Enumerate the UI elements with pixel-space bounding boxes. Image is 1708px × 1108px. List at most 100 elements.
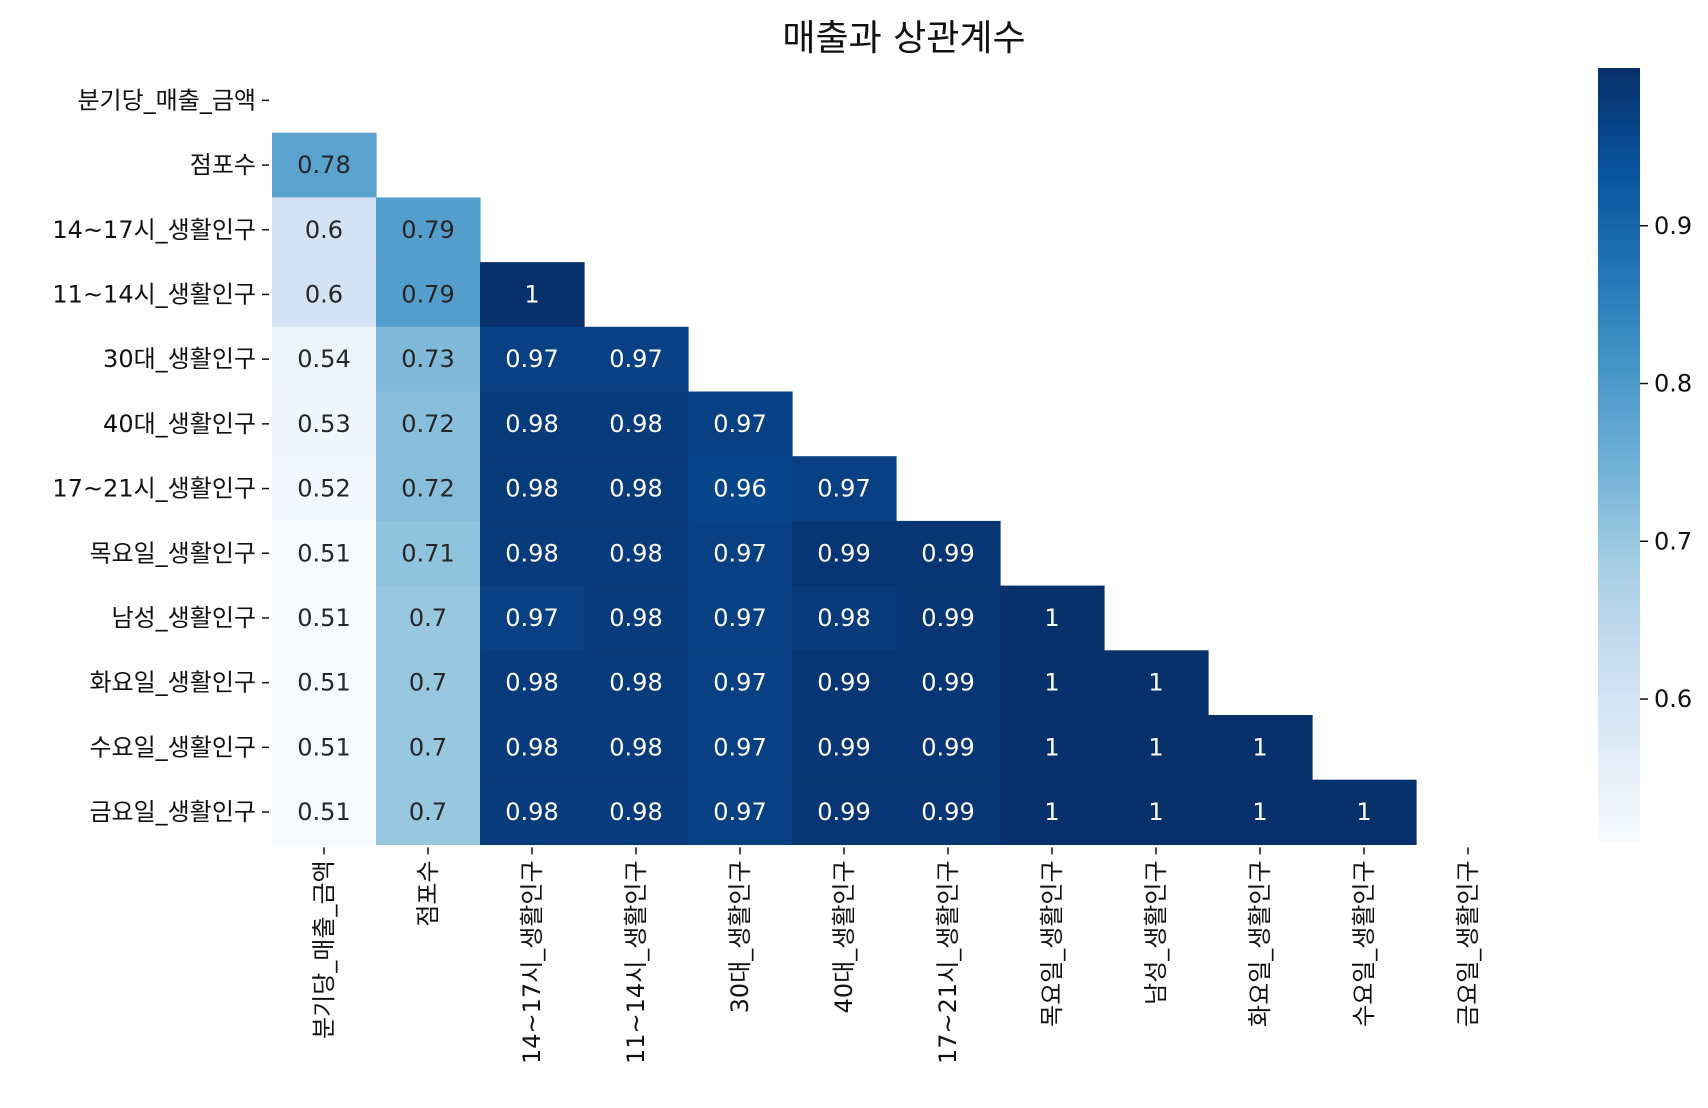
cell-value-label: 0.78 [297,151,350,179]
y-tick-label: 14~17시_생활인구 [52,216,256,244]
x-tick-label: 수요일_생활인구 [1350,860,1378,1027]
y-tick-label: 금요일_생활인구 [89,798,256,826]
cell-value-label: 1 [1044,604,1059,632]
cell-value-label: 1 [1148,798,1163,826]
x-tick-label: 17~21시_생활인구 [934,860,962,1064]
heatmap-cells: 0.78 0.6 0.79 0.6 0.79 1 0.54 0.73 0.97 0.97 0.53 0… [272,133,1417,845]
x-tick-label: 화요일_생활인구 [1246,860,1274,1027]
cell-value-label: 0.98 [817,604,870,632]
cell-value-label: 0.51 [297,604,350,632]
cell-value-label: 0.97 [713,669,766,697]
colorbar: 0.6 0.7 0.8 0.9 [1598,68,1692,841]
cell-value-label: 0.99 [921,669,974,697]
y-tick-label: 화요일_생활인구 [89,669,256,697]
cell-value-label: 0.72 [401,475,454,503]
cell-value-label: 0.98 [505,798,558,826]
cell-value-label: 0.97 [609,345,662,373]
cell-value-label: 1 [1044,733,1059,761]
colorbar-tick-label: 0.6 [1654,685,1692,713]
cell-value-label: 0.99 [817,733,870,761]
cell-value-label: 0.98 [609,539,662,567]
cell-value-label: 0.53 [297,410,350,438]
y-tick-label: 30대_생활인구 [103,345,256,373]
y-tick-label: 남성_생활인구 [112,604,256,632]
colorbar-gradient [1598,68,1640,841]
cell-value-label: 0.6 [305,280,343,308]
cell-value-label: 0.99 [817,539,870,567]
cell-value-label: 0.7 [409,798,447,826]
cell-value-label: 1 [1044,798,1059,826]
cell-value-label: 0.99 [921,539,974,567]
cell-value-label: 1 [1252,733,1267,761]
cell-value-label: 0.7 [409,669,447,697]
cell-value-label: 1 [524,280,539,308]
y-tick-label: 11~14시_생활인구 [52,280,256,308]
cell-value-label: 0.99 [817,798,870,826]
x-tick-label: 목요일_생활인구 [1038,860,1066,1027]
x-tick-label: 11~14시_생활인구 [622,860,650,1064]
cell-value-label: 0.99 [921,733,974,761]
x-tick-label: 금요일_생활인구 [1454,860,1482,1027]
cell-value-label: 0.98 [609,669,662,697]
cell-value-label: 1 [1252,798,1267,826]
cell-value-label: 0.6 [305,216,343,244]
cell-value-label: 0.98 [505,733,558,761]
cell-value-label: 0.73 [401,345,454,373]
cell-value-label: 0.51 [297,669,350,697]
y-tick-label: 17~21시_생활인구 [52,475,256,503]
cell-value-label: 0.71 [401,539,454,567]
colorbar-tick-label: 0.8 [1654,370,1692,398]
chart-title: 매출과 상관계수 [782,18,1025,59]
cell-value-label: 0.72 [401,410,454,438]
cell-value-label: 0.96 [713,475,766,503]
cell-value-label: 1 [1044,669,1059,697]
cell-value-label: 0.97 [505,604,558,632]
x-tick-label: 40대_생활인구 [830,860,858,1013]
cell-value-label: 0.97 [817,475,870,503]
cell-value-label: 0.51 [297,798,350,826]
cell-value-label: 0.98 [609,410,662,438]
cell-value-label: 0.98 [609,604,662,632]
colorbar-tick-label: 0.7 [1654,527,1692,555]
cell-value-label: 0.97 [713,798,766,826]
y-tick-label: 목요일_생활인구 [89,539,256,567]
cell-value-label: 1 [1356,798,1371,826]
cell-value-label: 0.54 [297,345,350,373]
cell-value-label: 0.97 [713,410,766,438]
cell-value-label: 0.98 [609,733,662,761]
x-tick-label: 분기당_매출_금액 [310,860,338,1039]
cell-value-label: 0.97 [713,604,766,632]
cell-value-label: 0.98 [505,539,558,567]
cell-value-label: 0.79 [401,216,454,244]
cell-value-label: 0.97 [713,539,766,567]
cell-value-label: 0.7 [409,733,447,761]
cell-value-label: 0.97 [713,733,766,761]
cell-value-label: 1 [1148,733,1163,761]
cell-value-label: 0.99 [817,669,870,697]
cell-value-label: 0.51 [297,539,350,567]
cell-value-label: 0.7 [409,604,447,632]
y-tick-label: 점포수 [190,151,256,179]
cell-value-label: 0.98 [505,410,558,438]
x-tick-label: 30대_생활인구 [726,860,754,1013]
x-axis-tick-labels: 분기당_매출_금액 점포수 14~17시_생활인구 11~14시_생활인구 30대_생활… [310,847,1482,1064]
x-tick-label: 점포수 [414,860,442,926]
x-tick-label: 남성_생활인구 [1142,860,1170,1004]
cell-value-label: 0.98 [609,475,662,503]
cell-value-label: 0.99 [921,798,974,826]
cell-value-label: 0.98 [505,475,558,503]
cell-value-label: 0.79 [401,280,454,308]
cell-value-label: 0.51 [297,733,350,761]
cell-value-label: 1 [1148,669,1163,697]
y-tick-label: 40대_생활인구 [103,410,256,438]
cell-value-label: 0.98 [505,669,558,697]
x-tick-label: 14~17시_생활인구 [518,860,546,1064]
cell-value-label: 0.52 [297,475,350,503]
y-axis-tick-labels: 분기당_매출_금액점포수 14~17시_생활인구 11~14시_생활인구 30대_생활… [52,86,269,826]
cell-value-label: 0.98 [609,798,662,826]
colorbar-tick-label: 0.9 [1654,212,1692,240]
cell-value-label: 0.99 [921,604,974,632]
y-tick-label: 분기당_매출_금액 [77,86,256,114]
y-tick-label: 수요일_생활인구 [89,733,256,761]
